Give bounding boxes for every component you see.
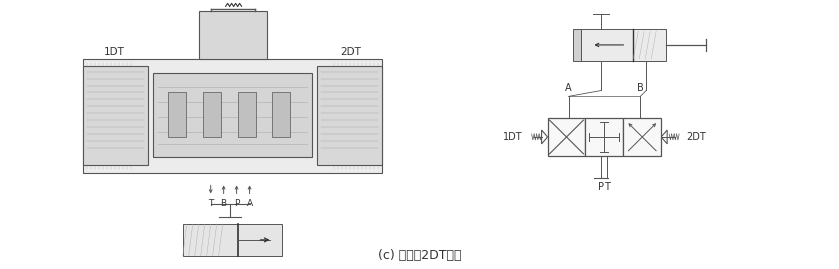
Text: T: T bbox=[208, 199, 213, 208]
Bar bbox=[581, 29, 666, 61]
Text: B: B bbox=[221, 199, 227, 208]
Text: 1DT: 1DT bbox=[103, 47, 124, 57]
Bar bbox=[168, 93, 185, 137]
Text: A: A bbox=[565, 83, 572, 93]
Text: P: P bbox=[598, 182, 604, 192]
Text: A: A bbox=[247, 199, 253, 208]
Bar bbox=[183, 224, 283, 256]
Bar bbox=[203, 93, 221, 137]
Bar bbox=[586, 118, 623, 156]
Text: T: T bbox=[604, 182, 610, 192]
Text: 1DT: 1DT bbox=[503, 132, 523, 142]
Text: (c) 电磁铁2DT通电: (c) 电磁铁2DT通电 bbox=[378, 249, 461, 262]
Bar bbox=[237, 93, 256, 137]
Text: P: P bbox=[234, 199, 239, 208]
Bar bbox=[574, 29, 581, 61]
Text: 2DT: 2DT bbox=[340, 47, 361, 57]
Bar bbox=[153, 73, 312, 157]
Text: 2DT: 2DT bbox=[686, 132, 706, 142]
Bar bbox=[548, 118, 586, 156]
Bar bbox=[199, 11, 267, 59]
Bar bbox=[317, 66, 382, 165]
Bar bbox=[273, 93, 290, 137]
Bar bbox=[83, 59, 382, 173]
Bar bbox=[83, 66, 148, 165]
Text: B: B bbox=[637, 83, 644, 93]
Bar bbox=[623, 118, 661, 156]
